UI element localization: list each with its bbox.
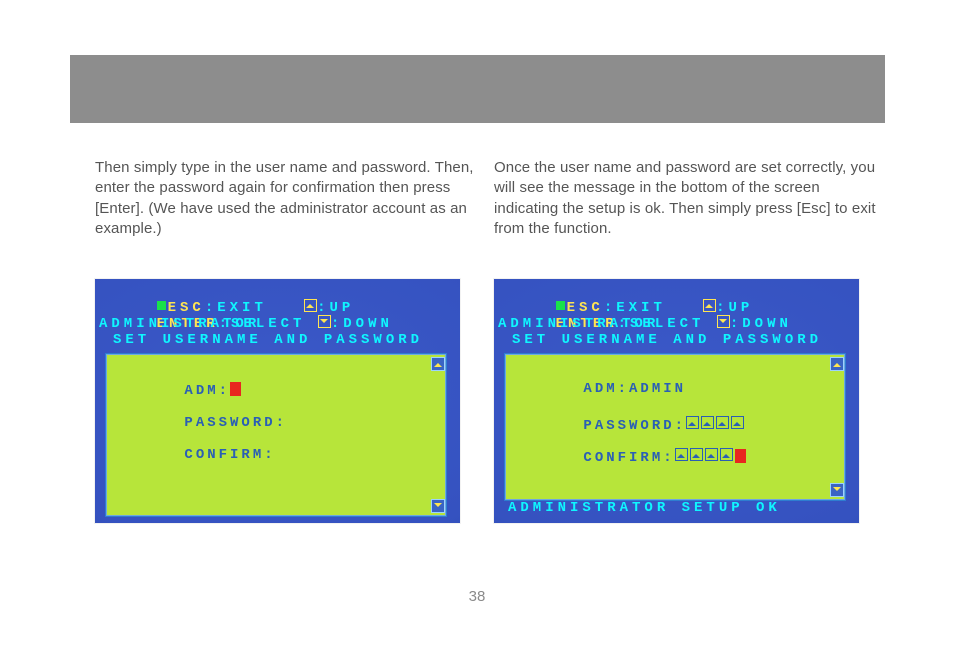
adm-value[interactable]: ADMIN bbox=[629, 381, 686, 397]
mask-char-icon bbox=[686, 416, 699, 429]
mask-char-icon bbox=[705, 448, 718, 461]
adm-label: ADM: bbox=[184, 383, 230, 399]
osd-status: ADMINISTRATOR SETUP OK bbox=[508, 501, 781, 515]
password-label: PASSWORD: bbox=[184, 415, 287, 431]
osd-title-1: ADMINISTRATOR bbox=[498, 317, 659, 331]
mask-char-icon bbox=[701, 416, 714, 429]
mask-char-icon bbox=[675, 448, 688, 461]
confirm-row: CONFIRM: bbox=[116, 434, 276, 476]
mask-char-icon bbox=[690, 448, 703, 461]
osd-title-1: ADMINISTRATOR bbox=[99, 317, 260, 331]
scroll-down-button[interactable] bbox=[431, 499, 445, 513]
confirm-value[interactable] bbox=[675, 450, 735, 466]
panel-scrollbar[interactable] bbox=[431, 357, 443, 513]
osd-screenshot-after: ESC:EXIT :UP ENTER:SELECT :DOWN ADMINIST… bbox=[494, 279, 859, 523]
mask-char-icon bbox=[716, 416, 729, 429]
page-number: 38 bbox=[0, 588, 954, 605]
down-arrow-icon bbox=[717, 315, 730, 328]
password-value[interactable] bbox=[686, 418, 746, 434]
osd-title-2: SET USERNAME AND PASSWORD bbox=[512, 333, 822, 347]
hint-down-value: DOWN bbox=[742, 316, 792, 332]
instruction-right: Once the user name and password are set … bbox=[494, 158, 884, 239]
scroll-down-button[interactable] bbox=[830, 483, 844, 497]
scroll-up-button[interactable] bbox=[431, 357, 445, 371]
panel-scrollbar[interactable] bbox=[830, 357, 842, 497]
mask-char-icon bbox=[731, 416, 744, 429]
confirm-label: CONFIRM: bbox=[184, 447, 275, 463]
adm-label: ADM: bbox=[583, 381, 629, 397]
text-cursor bbox=[230, 382, 241, 396]
instruction-left: Then simply type in the user name and pa… bbox=[95, 158, 485, 239]
confirm-label: CONFIRM: bbox=[583, 450, 674, 466]
down-arrow-icon bbox=[318, 315, 331, 328]
osd-title-2: SET USERNAME AND PASSWORD bbox=[113, 333, 423, 347]
scroll-up-button[interactable] bbox=[830, 357, 844, 371]
text-cursor bbox=[735, 449, 746, 463]
hint-down-value: DOWN bbox=[343, 316, 393, 332]
osd-screenshot-before: ESC:EXIT :UP ENTER:SELECT :DOWN ADMINIST… bbox=[95, 279, 460, 523]
password-label: PASSWORD: bbox=[583, 418, 686, 434]
credentials-panel: ADM: PASSWORD: CONFIRM: bbox=[105, 353, 447, 517]
confirm-row: CONFIRM: bbox=[515, 434, 746, 479]
mask-char-icon bbox=[720, 448, 733, 461]
credentials-panel: ADM:ADMIN PASSWORD: CONFIRM: bbox=[504, 353, 846, 501]
header-strip bbox=[70, 55, 885, 123]
